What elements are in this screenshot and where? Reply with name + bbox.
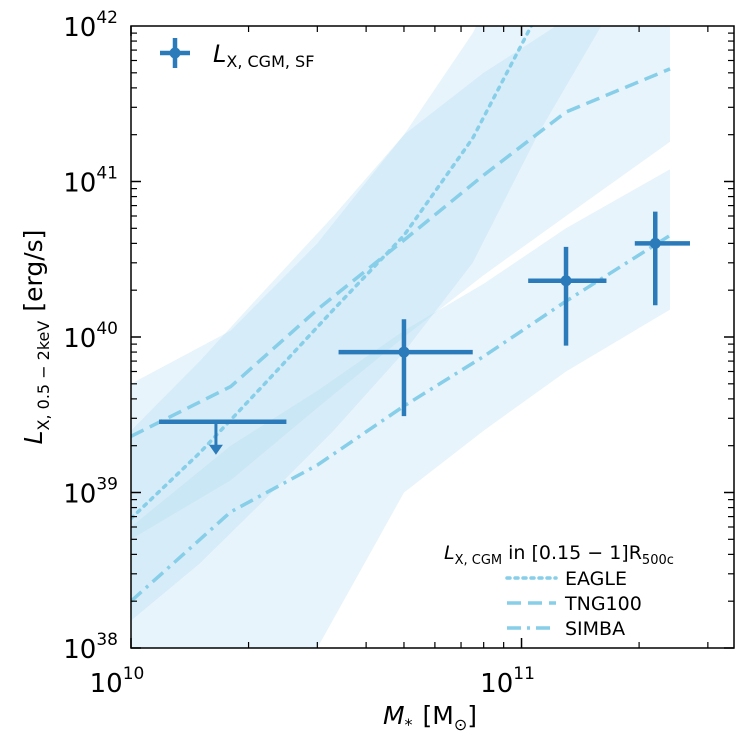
y-axis-label: LX, 0.5 − 2keV[erg/s] (19, 230, 53, 445)
axis-ticks (130, 26, 734, 649)
line-tng100 (131, 67, 671, 438)
legend-eagle-label: EAGLE (565, 568, 627, 590)
y-tick-label: 1039 (63, 475, 118, 510)
legend-simba-label: SIMBA (565, 618, 625, 640)
line-eagle (131, 26, 534, 521)
x-axis-label: M* [M⊙] (383, 701, 477, 734)
y-tick-label: 1042 (63, 8, 118, 43)
legend-data-label: LX, CGM, SF (213, 40, 314, 71)
legend-data: LX, CGM, SF (160, 38, 314, 71)
data-points (159, 211, 690, 455)
data-point-4-marker (649, 237, 661, 249)
x-tick-label: 1010 (90, 664, 145, 699)
data-point-1-arrow-head (208, 444, 223, 455)
legend-data-marker (169, 47, 181, 59)
data-point-2-marker (398, 346, 410, 358)
y-tick-label: 1038 (63, 630, 118, 665)
y-tick-label: 1041 (63, 164, 118, 199)
x-tick-label: 1011 (480, 664, 535, 699)
legend-tng100-label: TNG100 (564, 593, 642, 615)
axis-tick-labels: 1010 1011 1038 1039 1040 1041 1042 (63, 8, 535, 699)
legend-simulations: LX, CGM in [0.15 − 1]R500c EAGLE TNG100 S… (444, 542, 674, 640)
data-point-3-marker (560, 275, 572, 287)
y-tick-label: 1040 (63, 319, 118, 354)
legend-sim-title: LX, CGM in [0.15 − 1]R500c (444, 542, 674, 568)
band-tng100 (131, 26, 670, 540)
